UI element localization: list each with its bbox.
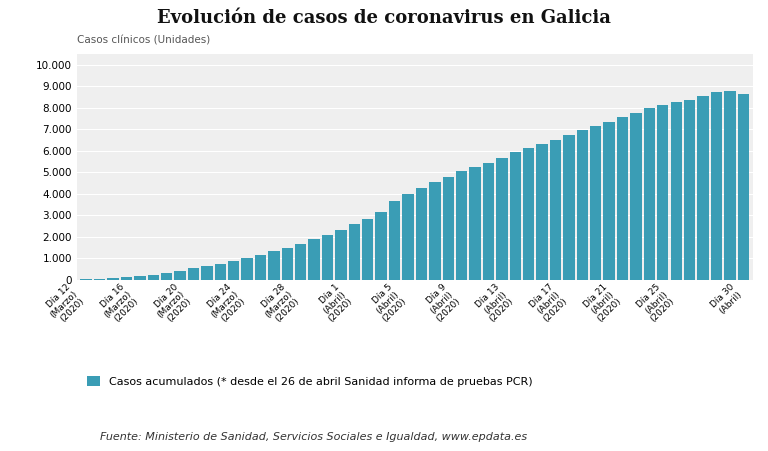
- Bar: [214, 264, 226, 280]
- Bar: [268, 252, 280, 280]
- Bar: [81, 279, 92, 280]
- Text: Evolución de casos de coronavirus en Galicia: Evolución de casos de coronavirus en Gal…: [157, 9, 611, 27]
- Bar: [469, 167, 481, 280]
- Bar: [442, 177, 454, 280]
- Bar: [187, 268, 199, 280]
- Bar: [228, 261, 240, 280]
- Bar: [389, 201, 400, 280]
- Bar: [577, 130, 588, 280]
- Bar: [402, 193, 414, 280]
- Bar: [322, 235, 333, 280]
- Bar: [121, 277, 132, 280]
- Bar: [657, 105, 668, 280]
- Bar: [536, 144, 548, 280]
- Bar: [697, 96, 709, 280]
- Bar: [631, 113, 642, 280]
- Text: Fuente: Ministerio de Sanidad, Servicios Sociales e Igualdad, www.epdata.es: Fuente: Ministerio de Sanidad, Servicios…: [100, 432, 527, 442]
- Legend: Casos acumulados (* desde el 26 de abril Sanidad informa de pruebas PCR): Casos acumulados (* desde el 26 de abril…: [82, 372, 537, 391]
- Bar: [496, 158, 508, 280]
- Bar: [617, 117, 628, 280]
- Text: Casos clínicos (Unidades): Casos clínicos (Unidades): [77, 35, 210, 45]
- Bar: [456, 171, 468, 280]
- Bar: [336, 230, 346, 280]
- Bar: [684, 100, 695, 280]
- Bar: [429, 182, 441, 280]
- Bar: [309, 239, 319, 280]
- Bar: [670, 102, 682, 280]
- Bar: [147, 275, 159, 280]
- Bar: [108, 278, 119, 280]
- Bar: [590, 126, 601, 280]
- Bar: [563, 135, 574, 280]
- Bar: [282, 248, 293, 280]
- Bar: [415, 188, 427, 280]
- Bar: [362, 219, 373, 280]
- Bar: [550, 140, 561, 280]
- Bar: [376, 212, 387, 280]
- Bar: [737, 94, 749, 280]
- Bar: [483, 163, 494, 280]
- Bar: [604, 122, 615, 280]
- Bar: [161, 273, 172, 280]
- Bar: [644, 108, 655, 280]
- Bar: [134, 276, 145, 280]
- Bar: [94, 279, 105, 280]
- Bar: [349, 224, 360, 280]
- Bar: [523, 148, 535, 280]
- Bar: [710, 92, 722, 280]
- Bar: [201, 266, 213, 280]
- Bar: [255, 255, 266, 280]
- Bar: [295, 244, 306, 280]
- Bar: [510, 152, 521, 280]
- Bar: [241, 258, 253, 280]
- Bar: [174, 271, 186, 280]
- Bar: [724, 91, 736, 280]
